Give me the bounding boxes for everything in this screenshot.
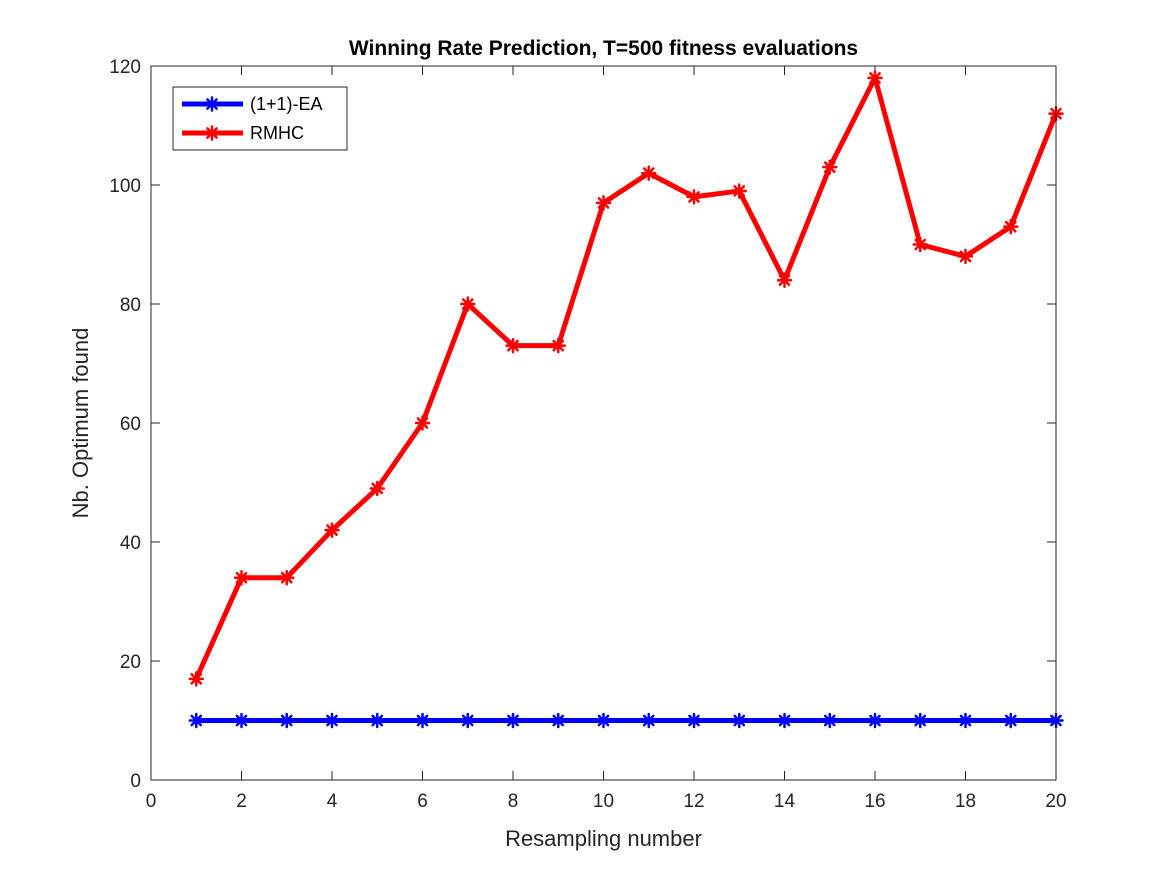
data-point (641, 712, 657, 729)
data-point (776, 272, 793, 288)
data-point (731, 712, 747, 729)
legend-marker-glyph (204, 125, 220, 141)
x-tick-label: 10 (593, 791, 614, 812)
y-tick-label: 40 (120, 533, 141, 554)
x-tick-label: 4 (327, 791, 338, 812)
data-point (595, 195, 612, 211)
data-point (595, 712, 612, 729)
series-line (193, 75, 1059, 682)
data-point (776, 712, 793, 729)
data-point (188, 671, 204, 687)
data-point (188, 712, 204, 729)
data-point (279, 712, 295, 729)
data-point (867, 70, 883, 86)
data-point (460, 712, 476, 729)
y-axis-label: Nb. Optimum found (68, 328, 93, 519)
data-point (324, 712, 340, 729)
data-point (550, 337, 566, 354)
data-point (233, 712, 250, 729)
data-point (1003, 712, 1019, 729)
legend: (1+1)-EA RMHC (172, 86, 348, 151)
axes-box (150, 65, 1057, 781)
legend-marker-glyph (204, 96, 220, 112)
y-tick-label: 120 (109, 57, 141, 78)
y-tick-label: 100 (109, 176, 141, 197)
data-point (324, 522, 340, 538)
data-point (686, 712, 702, 729)
legend-marker-ea (204, 96, 220, 112)
data-point (369, 480, 385, 497)
y-tick-label: 20 (120, 652, 141, 673)
axis-ticks: 0 2 4 6 8 10 12 14 16 18 20 0 20 40 60 80 100 120 (109, 57, 1066, 812)
y-tick-label: 80 (120, 295, 141, 316)
data-point (731, 183, 747, 199)
data-point (957, 712, 974, 729)
x-tick-label: 20 (1045, 791, 1066, 812)
legend-label-rmhc: RMHC (250, 123, 304, 143)
x-tick-label: 2 (236, 791, 247, 812)
legend-box (172, 86, 348, 151)
legend-marker-rmhc (204, 125, 220, 141)
data-point (822, 159, 838, 175)
data-point (279, 569, 295, 586)
x-tick-label: 6 (417, 791, 428, 812)
chart-title: Winning Rate Prediction, T=500 fitness e… (349, 37, 858, 60)
data-point (414, 712, 431, 729)
data-point (505, 712, 521, 729)
data-point (957, 248, 974, 265)
data-point (641, 165, 657, 181)
y-tick-label: 0 (130, 771, 141, 792)
x-tick-label: 14 (774, 791, 796, 812)
data-point (233, 569, 250, 586)
data-point (912, 236, 928, 253)
data-point (505, 337, 521, 354)
y-tick-label: 60 (120, 414, 141, 435)
data-point (550, 712, 566, 729)
x-tick-label: 16 (864, 791, 885, 812)
legend-label-ea: (1+1)-EA (250, 94, 323, 114)
x-tick-label: 0 (146, 791, 157, 812)
data-point (460, 296, 476, 312)
plot-area (151, 66, 1056, 780)
data-point (912, 712, 928, 729)
data-point (867, 712, 883, 729)
x-axis-label: Resampling number (505, 826, 702, 851)
data-point (1003, 218, 1019, 235)
x-tick-label: 18 (955, 791, 976, 812)
x-tick-label: 8 (508, 791, 519, 812)
data-point (686, 189, 702, 205)
data-point (822, 712, 838, 729)
data-point (414, 415, 431, 431)
data-point (369, 712, 385, 729)
x-tick-label: 12 (683, 791, 704, 812)
